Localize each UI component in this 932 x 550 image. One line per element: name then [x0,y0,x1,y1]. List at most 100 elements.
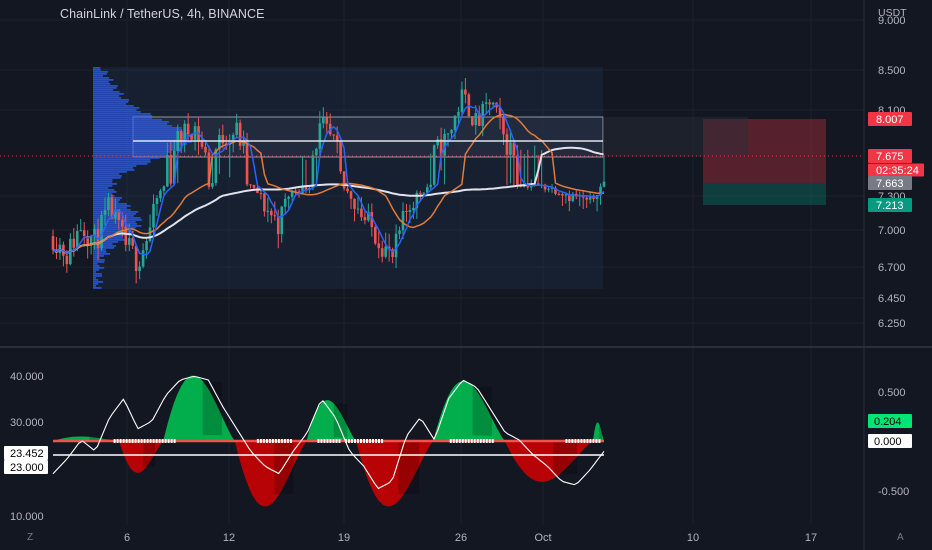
volume-profile-bar [93,241,119,243]
squeeze-marker [265,439,268,443]
chart-title: ChainLink / TetherUS, 4h, BINANCE [60,7,265,21]
candle-body [408,210,412,212]
volume-profile-bar [93,281,104,283]
volume-profile-bar [93,107,140,109]
candle-body [263,193,266,212]
volume-profile-bar [93,89,114,91]
candle-body [391,249,394,258]
candle-body [82,230,86,236]
volume-profile-bar [93,219,142,221]
squeeze-marker [323,439,326,443]
candle-body [529,185,533,188]
squeeze-marker [583,439,586,443]
volume-profile-bar [93,171,127,173]
squeeze-marker [164,439,167,443]
candle-body [75,231,79,248]
volume-profile-bar [93,131,181,133]
squeeze-marker [122,439,125,443]
volume-profile-bar [93,227,136,229]
squeeze-marker [595,439,598,443]
squeeze-marker [128,439,131,443]
candle-body [450,129,453,134]
volume-profile-bar [93,259,105,261]
candle-body [86,235,89,246]
volume-profile-range [93,67,603,289]
volume-profile-bar [93,97,122,99]
volume-profile-bar [93,141,192,143]
volume-profile-bar [93,95,120,97]
squeeze-marker [167,439,170,443]
timezone-icon[interactable]: Z [27,532,34,543]
volume-profile-bar [93,121,169,123]
slow-ma-line [52,146,605,255]
position-reward-zone [703,183,826,205]
volume-profile-bar [93,155,169,157]
auto-scale-icon[interactable]: A [897,532,904,543]
candle-body [484,102,488,104]
candle-body [218,135,221,150]
squeeze-marker [577,439,580,443]
oscillator-left-tick: 10.000 [10,511,44,523]
value-area-extension [603,117,748,157]
volume-profile-bar [93,163,148,165]
candle-body [242,139,245,146]
candle-body [394,233,398,258]
volume-profile-bar [93,235,124,237]
volume-profile-bar [93,157,160,159]
oscillator-shade [274,441,294,495]
oscillator-negative-area [504,441,593,482]
oscillator-shade [553,441,578,475]
fast-ma-line [52,103,605,256]
oscillator-shade [89,436,108,441]
volume-profile-bar [93,221,136,223]
candle-body [169,154,173,184]
squeeze-marker [363,439,366,443]
candle-body [127,238,131,245]
volume-profile-bar [93,267,105,269]
volume-profile-bar [93,217,141,219]
oscillator-badge: 23.000 [10,462,44,474]
candle-body [335,135,339,141]
squeeze-marker [280,439,283,443]
time-tick-label: 17 [805,532,817,544]
candle-body [367,211,370,221]
squeeze-marker [375,439,378,443]
squeeze-marker [369,439,372,443]
volume-profile-bar [93,151,171,153]
volume-profile-bar [93,93,124,95]
candle-body [460,89,464,112]
candle-body [380,248,384,257]
volume-profile-bar [93,119,162,121]
candle-body [107,197,110,211]
squeeze-marker [332,439,335,443]
volume-profile-bar [93,225,142,227]
candle-body [162,186,166,191]
candle-body [159,190,162,199]
volume-profile-bar [93,179,113,181]
volume-profile-bar [93,183,117,185]
price-badge-entry: 7.663 [876,178,904,190]
volume-profile-bar [93,177,121,179]
candle-body [481,103,485,126]
candle-body [557,193,561,195]
volume-profile-bar [93,203,127,205]
volume-profile-bar [93,195,115,197]
oscillator-badge: 0.204 [874,416,902,428]
volume-profile-bar [93,81,109,83]
candle-body [502,117,505,135]
volume-profile-bar [93,69,101,71]
candle-body [422,192,426,194]
oscillator-shade [202,382,222,436]
candle-body [138,266,141,272]
squeeze-marker [592,439,595,443]
volume-profile-bar [93,181,113,183]
squeeze-marker [565,439,568,443]
squeeze-marker [262,439,265,443]
volume-profile-bar [93,165,137,167]
volume-profile-bar [93,285,96,287]
volume-profile-bar [93,251,107,253]
volume-profile-bar [93,207,127,209]
squeeze-marker [598,439,601,443]
volume-profile-bar [93,233,133,235]
